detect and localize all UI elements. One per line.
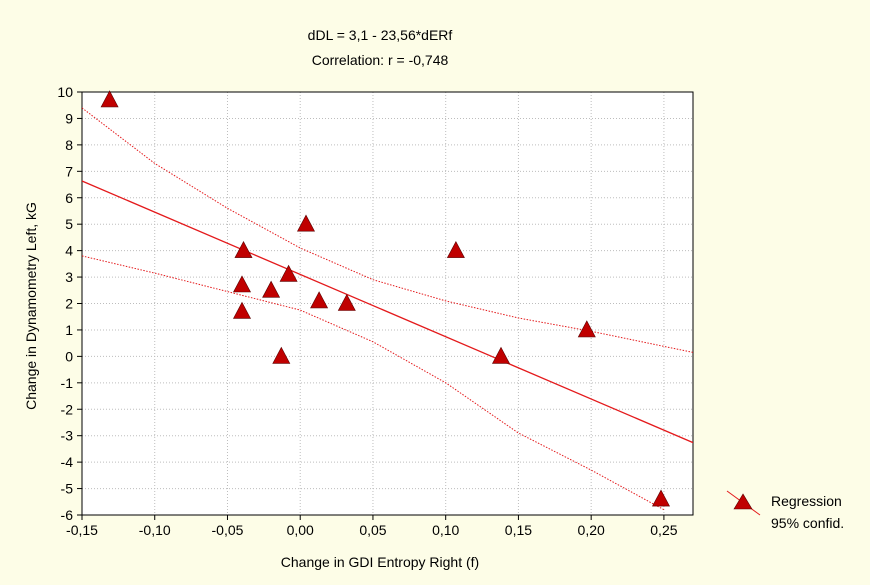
data-point-triangle <box>279 264 298 282</box>
legend-entry-confidence: 95% confid. <box>771 515 844 531</box>
data-point-triangle <box>262 280 281 298</box>
x-tick-label: -0,05 <box>212 522 244 538</box>
y-tick-label: 2 <box>65 296 73 312</box>
data-point-triangle <box>233 301 251 319</box>
x-tick-label: 0,25 <box>650 522 677 538</box>
chart-title: dDL = 3,1 - 23,56*dERf <box>308 27 453 43</box>
chart-subtitle: Correlation: r = -0,748 <box>312 52 449 68</box>
x-axis-label: Change in GDI Entropy Right (f) <box>281 554 479 570</box>
data-point-triangle <box>652 489 670 507</box>
confidence-band-upper <box>82 107 693 353</box>
regression-line <box>82 180 693 444</box>
data-point-triangle <box>272 346 291 364</box>
y-tick-label: 4 <box>65 243 73 259</box>
data-point-triangle <box>577 320 596 338</box>
legend-marker <box>733 493 753 510</box>
y-tick-label: -5 <box>61 481 74 497</box>
data-point-triangle <box>233 275 251 293</box>
x-tick-label: 0,10 <box>432 522 459 538</box>
y-tick-label: -4 <box>61 454 74 470</box>
y-tick-label: -2 <box>61 401 74 417</box>
y-tick-label: -3 <box>61 428 74 444</box>
x-tick-label: 0,15 <box>505 522 532 538</box>
y-tick-label: -1 <box>61 375 74 391</box>
y-tick-label: 10 <box>57 84 73 100</box>
x-tick-label: 0,20 <box>578 522 605 538</box>
plot-layer: -0,15 -0,10 -0,05 0,00 0,05 0,10 0,15 0,20 0,25 -… <box>57 84 694 538</box>
plot-area <box>82 92 693 515</box>
x-tick-label: -0,15 <box>66 522 98 538</box>
y-tick-label: 1 <box>65 322 73 338</box>
y-tick-label: 8 <box>65 137 73 153</box>
confidence-band-lower <box>82 255 665 511</box>
data-point-triangle <box>446 240 465 258</box>
y-tick-label: 6 <box>65 190 73 206</box>
y-tick-label: -6 <box>61 507 74 523</box>
y-tick-label: 0 <box>65 348 73 364</box>
data-point-triangle <box>337 293 356 311</box>
y-axis-label: Change in Dynamometry Left, kG <box>23 202 39 410</box>
x-tick-label: -0,10 <box>139 522 171 538</box>
data-point-triangle <box>100 90 119 108</box>
x-tick-label: 0,00 <box>287 522 314 538</box>
y-tick-label: 9 <box>65 110 73 126</box>
data-point-triangle <box>297 214 315 232</box>
y-tick-label: 5 <box>65 216 73 232</box>
y-tick-label: 7 <box>65 163 73 179</box>
legend: Regression 95% confid. <box>726 490 844 531</box>
x-tick-label: 0,05 <box>359 522 386 538</box>
data-point-triangle <box>234 240 253 258</box>
data-point-triangle <box>310 291 329 309</box>
legend-entry-regression: Regression <box>771 493 842 509</box>
data-point-triangle <box>492 346 510 364</box>
y-tick-label: 3 <box>65 269 73 285</box>
